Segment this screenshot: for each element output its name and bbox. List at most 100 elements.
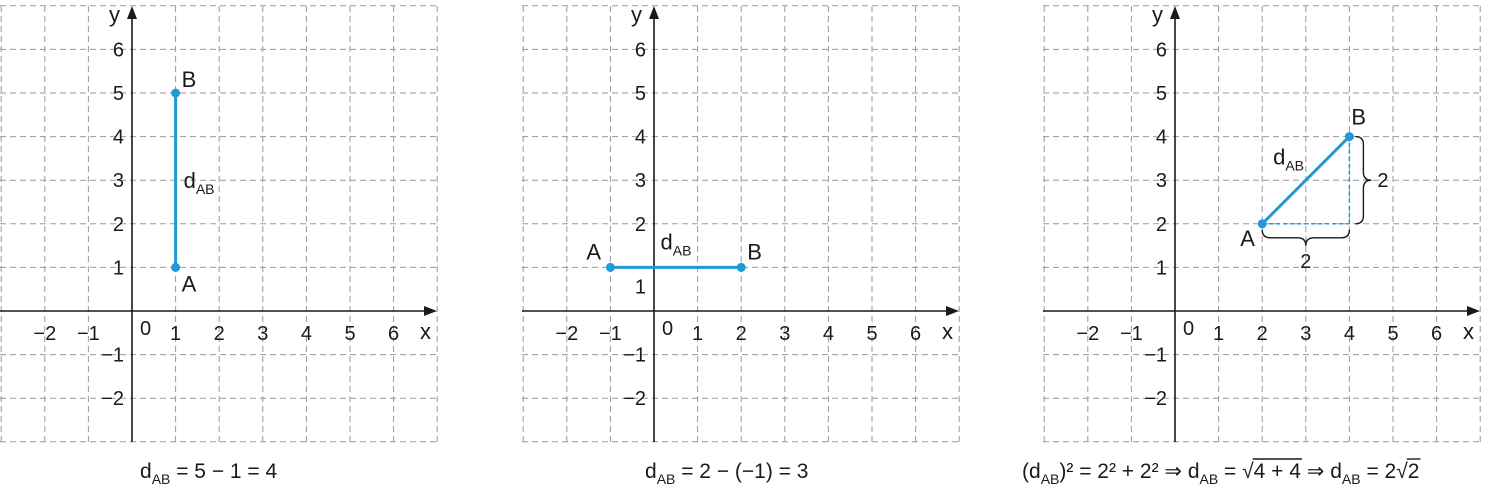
formula-rest: = 2 − (−1) = 3: [675, 460, 808, 483]
y-tick-label: 1: [113, 257, 124, 279]
x-tick-label: 3: [779, 323, 790, 345]
x-tick-label: −1: [1120, 323, 1143, 345]
y-tick-label: 4: [113, 127, 124, 149]
y-axis-name: y: [631, 2, 642, 27]
formula-radicand: 4 + 4: [1254, 460, 1302, 483]
y-tick-label: −2: [623, 388, 646, 410]
x-tick-label: 2: [736, 323, 747, 345]
formula-part2: )² = 2² + 2² ⇒ d: [1059, 460, 1199, 483]
formula-part4: ⇒ d: [1301, 460, 1342, 483]
formula-sub: AB: [152, 471, 171, 487]
x-tick-label: 5: [866, 323, 877, 345]
formula-d: d: [140, 460, 152, 483]
segment-label-sub: AB: [1285, 157, 1304, 173]
formula-radical-sign: √: [1242, 460, 1254, 483]
y-axis-name: y: [109, 2, 120, 27]
origin-label: 0: [1183, 318, 1194, 340]
axes: [522, 6, 959, 442]
x-tick-label: 3: [1300, 323, 1311, 345]
point-label-b: B: [1351, 105, 1366, 130]
y-axis-arrow: [1170, 6, 1180, 19]
point-a: [171, 262, 181, 272]
x-tick-label: 1: [170, 323, 181, 345]
x-tick-label: 6: [910, 323, 921, 345]
y-axis-arrow: [127, 6, 137, 19]
x-tick-label: 1: [1213, 323, 1224, 345]
y-tick-label: 5: [635, 83, 646, 105]
point-b: [171, 88, 181, 98]
y-tick-label: 3: [1156, 170, 1167, 192]
x-axis-name: x: [1463, 319, 1474, 344]
vertical-leg-label: 2: [1377, 170, 1388, 192]
y-tick-label: 5: [113, 83, 124, 105]
y-tick-label: 2: [1156, 214, 1167, 236]
origin-label: 0: [140, 318, 151, 340]
grid: [0, 5, 438, 443]
y-tick-label: 4: [1156, 127, 1167, 149]
segment-marks: [1257, 132, 1372, 246]
point-a: [1257, 219, 1267, 229]
formula-sub: AB: [657, 471, 676, 487]
point-label-a: A: [1240, 226, 1255, 251]
y-axis-arrow: [649, 6, 659, 19]
point-b: [1344, 132, 1354, 142]
y-axis-name: y: [1152, 2, 1163, 27]
x-tick-label: 2: [214, 323, 225, 345]
formula-radical-sign-2: √: [1396, 460, 1408, 483]
formula-sub2: AB: [1200, 471, 1219, 487]
tick-labels: −2 −1 1 2 3 4 5 6 −2 −1 1 2 3 4 5 6: [1076, 39, 1442, 410]
x-tick-label: 4: [301, 323, 312, 345]
segment-label-d: d: [1273, 144, 1285, 169]
y-tick-label: 1: [635, 276, 646, 298]
y-tick-label: 3: [635, 170, 646, 192]
y-tick-label: 2: [635, 214, 646, 236]
x-tick-label: −1: [77, 323, 100, 345]
x-tick-label: −2: [555, 323, 578, 345]
x-tick-label: 6: [1431, 323, 1442, 345]
tick-labels: −2 −1 1 2 3 4 5 6 −2 −1 1 2 3 4 5 6: [555, 39, 921, 410]
y-tick-label: 6: [113, 39, 124, 61]
x-tick-label: 4: [1344, 323, 1355, 345]
y-tick-label: 4: [635, 127, 646, 149]
segment-label-d: d: [184, 168, 196, 193]
grid: [1043, 5, 1481, 443]
vertical-brace: [1355, 135, 1372, 225]
x-tick-label: 3: [257, 323, 268, 345]
formula: (dAB)² = 2² + 2² ⇒ dAB = √4 + 4 ⇒ dAB = …: [1022, 460, 1419, 487]
y-tick-label: 2: [113, 214, 124, 236]
x-tick-label: 2: [1257, 323, 1268, 345]
x-tick-label: 5: [1387, 323, 1398, 345]
segment-label-d: d: [661, 229, 673, 254]
point-label-a: A: [182, 271, 197, 296]
y-tick-label: 6: [635, 39, 646, 61]
formula-rest: = 5 − 1 = 4: [170, 460, 277, 483]
formula-part5: = 2: [1361, 460, 1397, 483]
point-label-a: A: [586, 239, 601, 264]
axes: [0, 6, 437, 442]
segment-marks: [605, 262, 746, 272]
grid: [522, 5, 960, 443]
x-tick-label: 1: [692, 323, 703, 345]
point-b: [736, 262, 746, 272]
segment-label-sub: AB: [673, 242, 692, 258]
x-tick-label: 5: [344, 323, 355, 345]
x-tick-label: −2: [33, 323, 56, 345]
segment-label-sub: AB: [196, 181, 215, 197]
formula-d: d: [645, 460, 657, 483]
x-axis-arrow: [946, 306, 959, 316]
y-tick-label: 3: [113, 170, 124, 192]
segment-ab: [1260, 135, 1351, 226]
formula-sub3: AB: [1342, 471, 1361, 487]
formula-part3: =: [1218, 460, 1242, 483]
x-axis-arrow: [1467, 306, 1480, 316]
y-tick-label: 1: [1156, 257, 1167, 279]
point-label-b: B: [747, 239, 762, 264]
formula-sub1: AB: [1041, 471, 1060, 487]
x-tick-label: 6: [388, 323, 399, 345]
x-axis-arrow: [424, 306, 437, 316]
y-tick-label: −2: [101, 388, 124, 410]
